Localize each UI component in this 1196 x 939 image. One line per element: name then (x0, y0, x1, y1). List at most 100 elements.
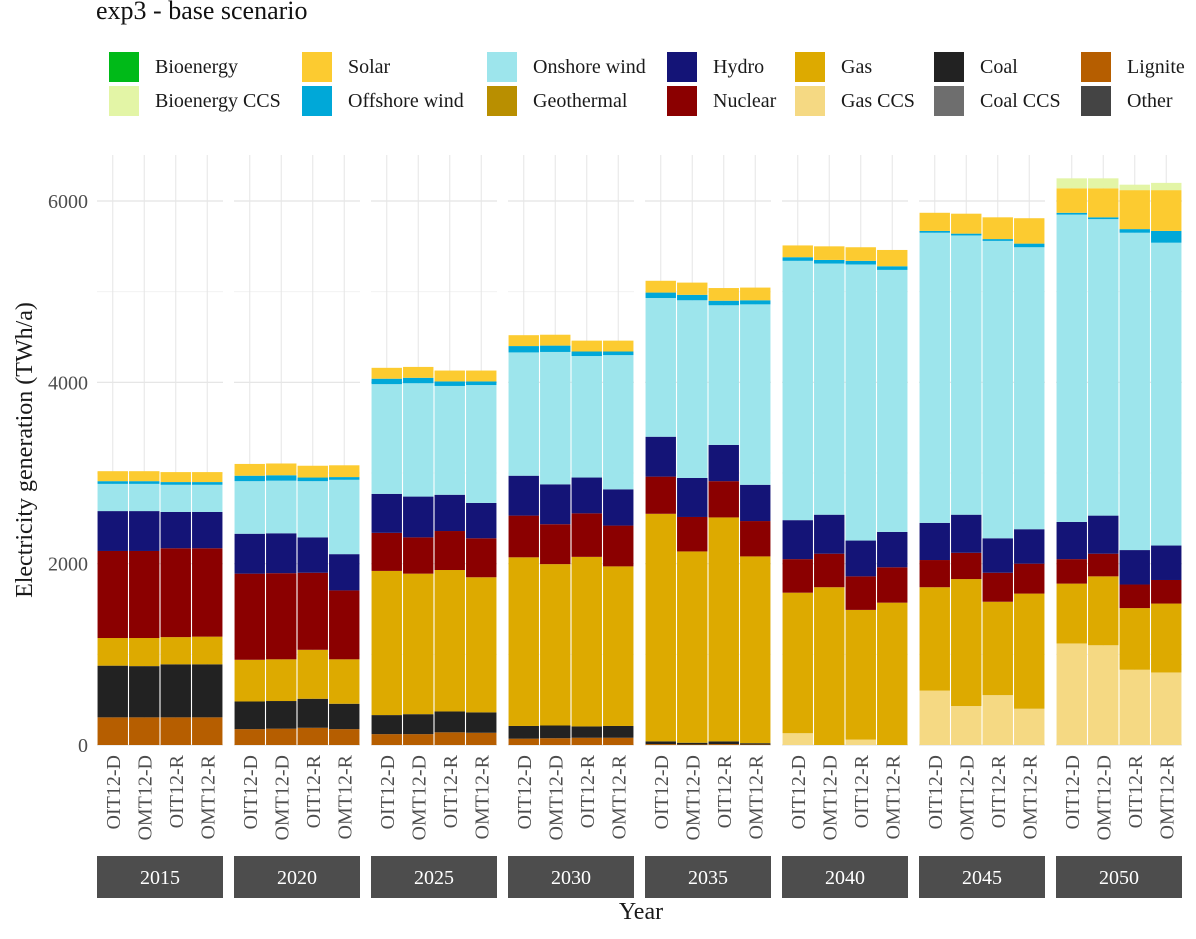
bar-segment-solar (845, 247, 876, 261)
bar-segment-onshore-wind (740, 304, 771, 485)
bar-segment-solar (645, 280, 676, 293)
bar-segment-coal (97, 665, 128, 718)
bar-segment-coal (645, 741, 676, 745)
y-axis-title: Electricity generation (TWh/a) (12, 302, 38, 598)
bar-segment-hydro (919, 522, 950, 561)
bar-2030-omt12-d (540, 334, 571, 745)
y-tick-label: 2000 (48, 554, 88, 576)
bar-segment-hydro (160, 511, 191, 549)
bar-2050-oit12-r (1119, 184, 1150, 745)
bar-segment-coal (540, 725, 571, 739)
legend-key-other (1081, 86, 1111, 116)
bar-segment-offshore-wind (297, 477, 328, 482)
bar-segment-nuclear (508, 515, 539, 558)
bar-2030-omt12-r (603, 340, 634, 745)
bar-segment-gas-ccs (845, 739, 876, 745)
bar-segment-onshore-wind (571, 356, 602, 478)
bar-segment-gas (1151, 603, 1182, 673)
bar-segment-nuclear (434, 531, 465, 571)
bar-segment-offshore-wind (877, 266, 908, 270)
bar-segment-nuclear (371, 532, 402, 571)
bar-segment-hydro (1014, 529, 1045, 564)
y-tick-label: 4000 (48, 372, 88, 394)
bar-segment-offshore-wind (951, 233, 982, 236)
bar-segment-nuclear (782, 559, 813, 593)
legend-item-offshore-wind: Offshore wind (302, 86, 464, 116)
bar-segment-coal (571, 726, 602, 738)
x-tick-label: OIT12-D (514, 755, 536, 829)
bar-2025-oit12-d (371, 367, 402, 745)
bar-2015-oit12-d (97, 471, 128, 745)
bar-segment-offshore-wind (192, 482, 223, 485)
bar-segment-hydro (645, 436, 676, 477)
bar-segment-offshore-wind (403, 377, 434, 384)
bar-segment-solar (371, 367, 402, 379)
chart-title: exp3 - base scenario (96, 0, 308, 25)
bar-segment-gas (508, 557, 539, 726)
bar-segment-gas (297, 649, 328, 699)
bar-segment-coal (603, 725, 634, 738)
bar-segment-onshore-wind (540, 351, 571, 485)
bar-2025-omt12-d (403, 366, 434, 745)
bar-segment-onshore-wind (329, 479, 360, 555)
facet-panel-2015: OIT12-D OMT12-D OIT12-R OMT12-R 2015 (97, 155, 223, 898)
bar-segment-nuclear (1014, 563, 1045, 594)
legend-label-coal-ccs: Coal CCS (980, 89, 1061, 112)
bar-2030-oit12-r (571, 340, 602, 745)
facet-strip-2040 (782, 856, 908, 898)
legend-label-onshore-wind: Onshore wind (533, 55, 646, 78)
bar-segment-lignite (434, 732, 465, 745)
legend-label-nuclear: Nuclear (713, 89, 777, 112)
bar-segment-offshore-wind (508, 346, 539, 353)
bar-segment-hydro (234, 533, 265, 574)
bar-2015-omt12-r (192, 472, 223, 745)
bar-segment-coal (466, 712, 497, 733)
legend-label-solar: Solar (348, 55, 391, 78)
bar-segment-hydro (982, 538, 1013, 573)
bar-segment-lignite (234, 729, 265, 745)
x-tick-label: OMT12-R (1019, 754, 1041, 839)
facet-strip-2015 (97, 856, 223, 898)
legend-item-onshore-wind: Onshore wind (487, 52, 646, 82)
bar-segment-onshore-wind (1151, 242, 1182, 546)
bar-segment-onshore-wind (434, 385, 465, 495)
bar-segment-onshore-wind (234, 481, 265, 534)
bar-segment-gas (266, 659, 297, 702)
bar-segment-nuclear (814, 553, 845, 588)
bar-segment-coal (160, 664, 191, 718)
bar-segment-lignite (571, 737, 602, 745)
bar-segment-nuclear (982, 572, 1013, 602)
x-tick-label: OIT12-D (1062, 755, 1084, 829)
bar-segment-nuclear (571, 513, 602, 557)
bar-segment-onshore-wind (814, 263, 845, 515)
bar-segment-gas (540, 564, 571, 726)
bar-segment-gas (708, 517, 739, 742)
bar-segment-nuclear (740, 521, 771, 557)
bar-segment-lignite (160, 717, 191, 745)
bar-segment-lignite (297, 727, 328, 745)
bar-segment-offshore-wind (645, 292, 676, 299)
bar-segment-onshore-wind (129, 483, 160, 512)
legend-label-other: Other (1127, 89, 1173, 112)
bar-segment-onshore-wind (782, 260, 813, 521)
bar-segment-hydro (266, 533, 297, 574)
legend-item-nuclear: Nuclear (667, 86, 776, 116)
bar-segment-solar (1151, 190, 1182, 231)
bar-segment-solar (329, 465, 360, 478)
bar-segment-onshore-wind (192, 484, 223, 512)
bar-2045-omt12-d (951, 213, 982, 745)
facet-strip-2020 (234, 856, 360, 898)
bar-segment-hydro (297, 537, 328, 573)
bar-segment-solar (571, 340, 602, 352)
bar-segment-offshore-wind (1088, 217, 1119, 220)
x-tick-label: OMT12-R (1156, 754, 1178, 839)
bar-segment-bioenergy-ccs (1119, 184, 1150, 191)
legend-item-lignite: Lignite (1081, 52, 1185, 82)
facet-strip-2035 (645, 856, 771, 898)
bar-segment-solar (919, 212, 950, 231)
bar-segment-offshore-wind (329, 477, 360, 480)
bar-segment-coal (403, 714, 434, 735)
bar-segment-hydro (782, 520, 813, 560)
bar-segment-solar (403, 366, 434, 378)
x-axis-title: Year (619, 899, 663, 925)
